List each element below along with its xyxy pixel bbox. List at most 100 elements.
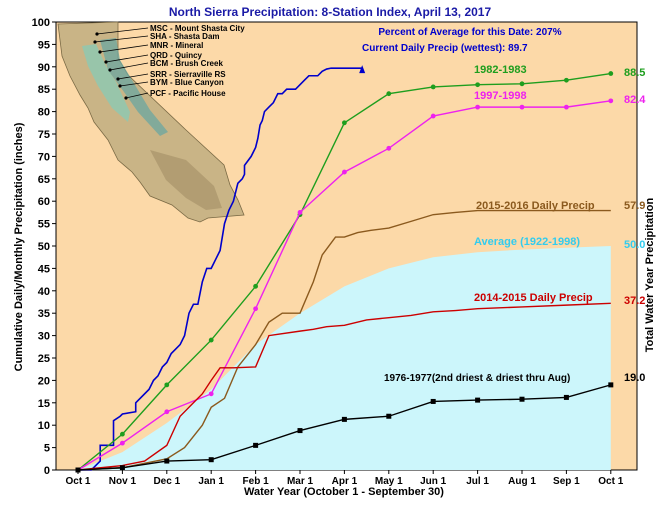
- end-value-average: 50.0: [624, 239, 645, 251]
- x-tick-label: Dec 1: [153, 476, 180, 487]
- data-point-y1997: [120, 440, 125, 446]
- average-area-fill: [78, 246, 611, 470]
- y-tick-label: 15: [38, 398, 50, 410]
- y-axis-title: Cumulative Daily/Monthly Precipitation (…: [13, 122, 25, 371]
- x-axis-title: Water Year (October 1 - September 30): [244, 486, 444, 498]
- series-line-y2014: [77, 302, 611, 471]
- station-marker: [104, 60, 108, 64]
- series-label-y1976: 1976-1977(2nd driest & driest thru Aug): [384, 373, 570, 384]
- station-leader: [125, 92, 149, 99]
- current-end-marker: [359, 65, 366, 74]
- x-tick-label: Sep 1: [553, 476, 580, 487]
- y-tick-label: 50: [38, 241, 50, 253]
- data-point-y1997: [608, 98, 614, 104]
- station-marker: [124, 96, 128, 100]
- station-leader: [99, 44, 149, 53]
- station-label: SRR - Sierraville RS: [150, 70, 226, 79]
- data-point-y1982: [430, 84, 436, 90]
- data-point-y1976: [563, 394, 569, 400]
- station-marker: [95, 32, 99, 36]
- y-tick-label: 75: [38, 129, 50, 141]
- station-label: QRD - Quincy: [150, 51, 203, 60]
- series-label-current: Current Daily Precip (wettest): 89.7: [362, 43, 528, 54]
- station-label: MSC - Mount Shasta City: [150, 24, 245, 33]
- data-point-y1997: [164, 409, 170, 415]
- y-tick-label: 20: [38, 375, 50, 387]
- sierra-mountains: [100, 38, 168, 136]
- y-tick-label: 35: [38, 308, 50, 320]
- data-point-y1997: [430, 113, 436, 119]
- series-labels: Current Daily Precip (wettest): 89.7 1982…: [362, 43, 595, 384]
- average-area: [78, 246, 611, 470]
- station-marker: [93, 40, 97, 44]
- data-point-y1976: [297, 428, 303, 434]
- y-tick-label: 80: [38, 107, 50, 119]
- x-axis: Oct 1 Nov 1 Dec 1 Jan 1 Feb 1 Mar 1 Apr 1 May 1…: [65, 470, 624, 487]
- series-line-y2015: [77, 209, 611, 471]
- data-point-y1982: [164, 382, 170, 388]
- x-tick-label: Apr 1: [332, 476, 358, 487]
- x-tick-label: Aug 1: [508, 476, 536, 487]
- data-point-y1997: [475, 104, 480, 110]
- y-tick-label: 55: [38, 219, 50, 231]
- data-point-y1976: [208, 457, 214, 463]
- end-value-y1976: 19.0: [624, 372, 645, 384]
- data-point-y1997: [342, 169, 347, 175]
- data-point-y1982: [208, 337, 214, 343]
- end-value-y2015: 57.9: [624, 200, 645, 212]
- station-leader: [109, 62, 149, 71]
- end-value-y2014: 37.2: [624, 295, 645, 307]
- y-tick-label: 65: [38, 174, 50, 186]
- y-tick-label: 70: [38, 151, 50, 163]
- series-label-y1997: 1997-1998: [474, 90, 527, 102]
- chart-title: North Sierra Precipitation: 8-Station In…: [169, 5, 492, 19]
- y-tick-label: 40: [38, 286, 50, 298]
- series-line-current: [78, 67, 363, 471]
- data-point-y1976: [386, 413, 392, 419]
- x-tick-label: Nov 1: [109, 476, 137, 487]
- y-tick-label: 0: [44, 465, 50, 477]
- y-tick-label: 5: [44, 443, 50, 455]
- y-tick-label: 95: [38, 39, 50, 51]
- x-tick-label: Mar 1: [287, 476, 314, 487]
- station-leader: [105, 54, 149, 63]
- x-tick-label: Oct 1: [65, 476, 90, 487]
- data-point-y1982: [608, 71, 614, 76]
- data-point-y1997: [519, 104, 525, 110]
- y-axis-title-right: Total Water Year Precipitation: [644, 197, 656, 352]
- data-point-y1976: [608, 382, 614, 388]
- y-tick-label: 85: [38, 84, 50, 96]
- data-point-y1997: [297, 210, 303, 215]
- station-label: PCF - Pacific House: [150, 89, 226, 98]
- data-point-y1982: [564, 77, 569, 83]
- station-leader: [117, 73, 149, 80]
- end-value-y1982: 88.5: [624, 67, 645, 79]
- station-label: BYM - Blue Canyon: [150, 78, 224, 87]
- data-point-y1997: [564, 104, 569, 110]
- station-marker: [118, 84, 122, 88]
- x-tick-label: Jan 1: [198, 476, 224, 487]
- station-leader: [96, 27, 149, 35]
- y-axis: 0 5 10 15 20 25 30 35 40 45 50 55 60 65 70 75 80 85 90 95 10…: [32, 17, 56, 477]
- series-label-average: Average (1922-1998): [474, 236, 580, 248]
- data-point-y1997: [386, 145, 392, 151]
- end-value-y1997: 82.4: [624, 94, 646, 106]
- y-tick-label: 30: [38, 331, 50, 343]
- data-point-y1976: [164, 458, 170, 464]
- y-tick-label: 60: [38, 196, 50, 208]
- y-tick-label: 45: [38, 263, 50, 275]
- x-tick-label: May 1: [375, 476, 403, 487]
- y-tick-label: 90: [38, 62, 50, 74]
- data-point-y1982: [253, 283, 258, 289]
- station-marker: [116, 77, 120, 81]
- data-point-y1982: [519, 81, 525, 87]
- y-tick-label: 25: [38, 353, 50, 365]
- data-point-y1982: [386, 91, 392, 97]
- station-label: SHA - Shasta Dam: [150, 32, 220, 41]
- station-label: MNR - Mineral: [150, 41, 203, 50]
- station-label: BCM - Brush Creek: [150, 59, 223, 68]
- data-point-y1982: [342, 120, 347, 126]
- station-marker: [98, 50, 102, 54]
